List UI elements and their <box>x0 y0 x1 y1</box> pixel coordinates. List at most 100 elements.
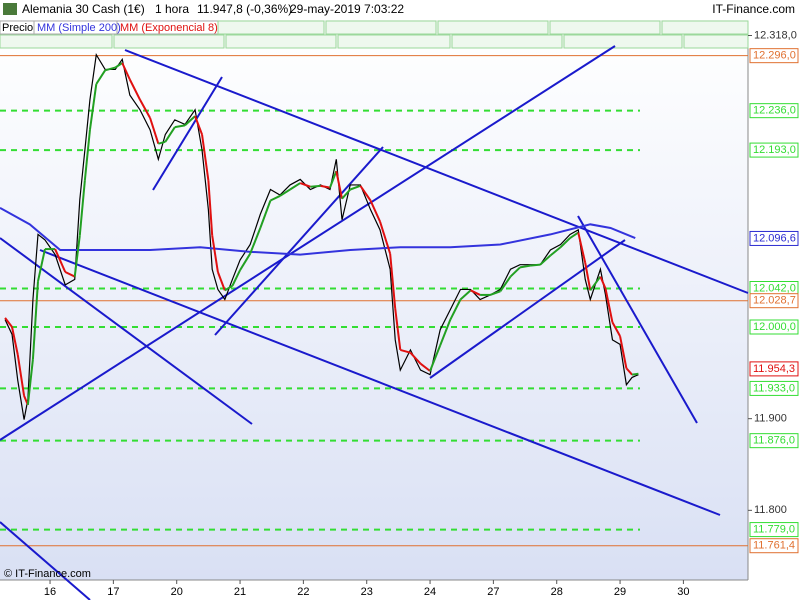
level-label: 12.028,7 <box>753 295 796 307</box>
ema-segment <box>16 354 26 396</box>
x-tick-label: 27 <box>487 586 499 598</box>
ema-segment <box>530 263 541 267</box>
ema-segment <box>577 232 587 264</box>
ema-segment <box>164 126 176 143</box>
level-label-box <box>749 230 799 246</box>
legend-entry: MM (Simple 200) <box>37 22 121 34</box>
ma-line <box>0 206 636 256</box>
ema-segment <box>429 344 442 372</box>
ema-segment <box>121 62 131 80</box>
ema-segment <box>470 289 481 296</box>
level-label: 12.236,0 <box>753 105 796 117</box>
legend-entry: MM (Exponencial 8) <box>120 22 218 34</box>
ema-segment <box>289 182 301 191</box>
y-tick-label: 12.318,0 <box>754 29 797 41</box>
ema-segment <box>509 266 521 278</box>
x-tick-label: 28 <box>551 586 563 598</box>
ema-segment <box>83 129 91 181</box>
level-label-box <box>749 319 799 335</box>
levels: 12.296,0 12.236,0 12.193,0 12.096,6 12.042,0… <box>0 48 799 554</box>
ema-segment <box>11 326 19 355</box>
x-tick-label: 30 <box>677 586 689 598</box>
ema-segment <box>128 79 141 101</box>
level-label: 11.954,3 <box>753 363 795 375</box>
level-label: 12.193,0 <box>753 144 796 156</box>
legend-faded-items <box>0 20 749 49</box>
ema-segment <box>37 248 46 282</box>
level-label-box <box>749 142 799 158</box>
ema-segment <box>419 362 431 372</box>
ema-segment <box>114 62 123 69</box>
ema-segment <box>625 367 633 376</box>
ema-segment <box>359 185 372 202</box>
ema-segment <box>539 254 552 266</box>
ema-segment <box>259 200 272 229</box>
ema-segment <box>369 200 381 222</box>
ema-segment <box>149 117 160 144</box>
ema-segment <box>78 180 86 236</box>
ema-segment <box>54 248 67 273</box>
level-label: 11.761,4 <box>753 540 795 552</box>
ema-segment <box>489 290 501 296</box>
ema-segment <box>201 134 210 181</box>
level-label: 12.296,0 <box>753 50 796 62</box>
ema-segment <box>249 227 262 255</box>
legend-entry: Precio <box>2 22 33 34</box>
level-label-box <box>749 538 799 554</box>
ema-segment <box>216 271 226 291</box>
ema-segment <box>231 269 241 287</box>
ema-segment <box>459 289 472 301</box>
ema-segment <box>31 281 39 360</box>
ema-segment <box>239 253 252 271</box>
ema-segment <box>64 271 76 278</box>
ema-segment <box>329 170 338 189</box>
ema-segment <box>270 195 281 202</box>
ema-segment <box>335 170 343 199</box>
plot-area <box>0 30 748 580</box>
series-layer <box>0 52 639 420</box>
ema-segment <box>584 262 592 291</box>
ema-segment <box>400 348 411 354</box>
level-label-box <box>749 103 799 119</box>
ema-segment <box>631 372 639 376</box>
level-label-box <box>749 380 799 396</box>
level-label: 11.876,0 <box>753 435 795 447</box>
ema-segment <box>389 253 397 309</box>
ema-segment <box>211 235 219 273</box>
timestamp: 29-may-2019 7:03:22 <box>290 2 404 16</box>
ema-segment <box>104 66 116 72</box>
ema-segment <box>224 284 233 292</box>
ema-segment <box>88 83 98 131</box>
y-tick-label: 11.900 <box>754 413 787 425</box>
level-label: 12.000,0 <box>753 321 796 333</box>
level-label-box <box>749 361 799 377</box>
ema-segment <box>611 321 621 337</box>
level-label-box <box>749 522 799 538</box>
y-tick-label: 11.800 <box>754 504 787 516</box>
ema-segment <box>299 182 311 188</box>
ema-segment <box>569 231 579 239</box>
ema-segment <box>73 235 81 277</box>
ema-segment <box>95 69 106 85</box>
ema-segment <box>26 358 34 406</box>
ema-segment <box>394 308 402 351</box>
level-label: 11.779,0 <box>753 523 795 535</box>
level-label: 12.096,6 <box>753 232 796 244</box>
ema-segment <box>599 276 607 289</box>
quote: 11.947,8 (-0,36%) <box>197 2 292 16</box>
trend-lines <box>0 45 749 600</box>
ema-segment <box>349 184 361 191</box>
level-label-box <box>749 293 799 309</box>
ema-segment <box>439 319 452 346</box>
ema-segment <box>379 221 392 254</box>
x-tick-label: 21 <box>234 586 246 598</box>
level-label-box <box>749 433 799 449</box>
ema-segment <box>604 288 614 323</box>
ema-segment <box>449 299 462 321</box>
x-tick-label: 16 <box>44 586 56 598</box>
ema-segment <box>499 276 512 292</box>
source: IT-Finance.com <box>712 2 795 16</box>
x-tick-label: 17 <box>107 586 119 598</box>
icon <box>3 3 17 15</box>
